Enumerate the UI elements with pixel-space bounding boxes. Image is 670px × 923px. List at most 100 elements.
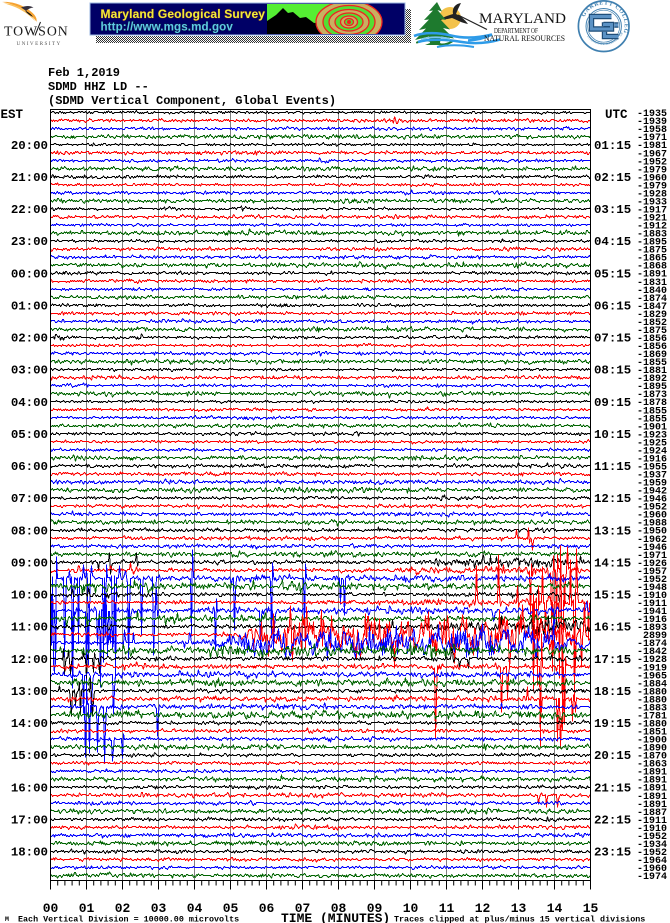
svg-text:14:15: 14:15	[594, 556, 631, 570]
svg-text:-1891: -1891	[637, 784, 667, 795]
svg-text:17:00: 17:00	[11, 813, 48, 827]
svg-text:21:00: 21:00	[11, 171, 48, 185]
svg-text:07:00: 07:00	[11, 492, 48, 506]
svg-text:15: 15	[583, 901, 599, 916]
svg-text:-1875: -1875	[637, 246, 667, 257]
svg-text:13: 13	[511, 901, 527, 916]
svg-text:11: 11	[439, 901, 455, 916]
svg-text:-1921: -1921	[637, 214, 667, 225]
svg-text:-1925: -1925	[637, 438, 667, 449]
svg-text:-1910: -1910	[637, 591, 667, 602]
svg-text:-1911: -1911	[637, 816, 667, 827]
svg-text:(SDMD Vertical Component, Glob: (SDMD Vertical Component, Global Events)	[48, 94, 336, 108]
svg-text:04:15: 04:15	[594, 235, 631, 249]
svg-text:-1958: -1958	[637, 125, 667, 136]
svg-text:-1981: -1981	[637, 141, 667, 152]
svg-text:14: 14	[547, 901, 563, 916]
svg-text:-1881: -1881	[637, 366, 667, 377]
svg-text:-1916: -1916	[637, 615, 667, 626]
svg-text:TIME (MINUTES): TIME (MINUTES)	[281, 911, 390, 923]
svg-text:2899: 2899	[643, 631, 667, 642]
svg-text:-1856: -1856	[637, 334, 667, 345]
svg-text:http://www.mgs.md.gov: http://www.mgs.md.gov	[101, 21, 234, 34]
svg-text:-1911: -1911	[637, 599, 667, 610]
svg-text:-1895: -1895	[637, 382, 667, 393]
svg-text:-1855: -1855	[637, 406, 667, 417]
svg-text:-1891: -1891	[637, 792, 667, 803]
svg-text:-1957: -1957	[637, 567, 667, 578]
svg-text:-1910: -1910	[637, 824, 667, 835]
svg-text:-1895: -1895	[637, 238, 667, 249]
svg-text:04: 04	[187, 901, 203, 916]
svg-text:-1939: -1939	[637, 117, 667, 128]
svg-text:01:15: 01:15	[594, 139, 631, 153]
svg-text:-1856: -1856	[637, 342, 667, 353]
svg-text:NATURAL RESOURCES: NATURAL RESOURCES	[484, 34, 565, 43]
svg-text:11:15: 11:15	[594, 460, 631, 474]
svg-text:23:15: 23:15	[594, 846, 631, 860]
svg-text:04:00: 04:00	[11, 396, 48, 410]
svg-text:-1941: -1941	[637, 607, 667, 618]
svg-text:20:00: 20:00	[11, 139, 48, 153]
svg-text:-1926: -1926	[637, 559, 667, 570]
svg-text:13:00: 13:00	[11, 685, 48, 699]
svg-text:-1831: -1831	[637, 278, 667, 289]
svg-text:11:00: 11:00	[11, 621, 48, 635]
svg-text:01:00: 01:00	[11, 299, 48, 313]
svg-text:12:15: 12:15	[594, 492, 631, 506]
svg-text:Traces clipped at plus/minus 1: Traces clipped at plus/minus 15 vertical…	[394, 915, 645, 923]
svg-text:-1923: -1923	[637, 430, 667, 441]
svg-text:-1971: -1971	[637, 133, 667, 144]
svg-text:-1960: -1960	[637, 173, 667, 184]
svg-text:-1979: -1979	[637, 181, 667, 192]
svg-text:02:00: 02:00	[11, 332, 48, 346]
svg-text:02: 02	[115, 901, 131, 916]
svg-text:-1946: -1946	[637, 543, 667, 554]
svg-text:-1852: -1852	[637, 318, 667, 329]
svg-text:12:00: 12:00	[11, 653, 48, 667]
svg-text:15:00: 15:00	[11, 749, 48, 763]
svg-text:-1870: -1870	[637, 752, 667, 763]
svg-text:-1942: -1942	[637, 487, 667, 498]
svg-text:-1952: -1952	[637, 575, 667, 586]
svg-text:-1912: -1912	[637, 222, 667, 233]
svg-text:SDMD HHZ LD --: SDMD HHZ LD --	[48, 80, 149, 94]
svg-text:-1869: -1869	[637, 350, 667, 361]
svg-text:-1878: -1878	[637, 398, 667, 409]
svg-text:-1847: -1847	[637, 302, 667, 313]
svg-text:-1883: -1883	[637, 230, 667, 241]
svg-text:15:15: 15:15	[594, 589, 631, 603]
svg-text:-1965: -1965	[637, 671, 667, 682]
svg-text:-1842: -1842	[637, 647, 667, 658]
svg-text:19:15: 19:15	[594, 717, 631, 731]
svg-text:01: 01	[79, 901, 95, 916]
svg-text:08: 08	[331, 901, 347, 916]
svg-text:03: 03	[151, 901, 167, 916]
svg-text:-1892: -1892	[637, 374, 667, 385]
svg-text:-1962: -1962	[637, 535, 667, 546]
svg-text:03:15: 03:15	[594, 203, 631, 217]
svg-text:02:15: 02:15	[594, 171, 631, 185]
svg-text:-1988: -1988	[637, 519, 667, 530]
svg-text:-1893: -1893	[637, 623, 667, 634]
svg-text:Feb 1,2019: Feb 1,2019	[48, 66, 120, 80]
svg-text:-1933: -1933	[637, 197, 667, 208]
svg-text:10:00: 10:00	[11, 589, 48, 603]
svg-text:-1952: -1952	[637, 832, 667, 843]
svg-text:UTC: UTC	[605, 108, 628, 122]
svg-text:MARYLAND: MARYLAND	[479, 10, 566, 27]
svg-text:-1875: -1875	[637, 326, 667, 337]
svg-text:00: 00	[43, 901, 59, 916]
svg-text:06:15: 06:15	[594, 299, 631, 313]
svg-text:-1964: -1964	[637, 856, 667, 867]
svg-text:07: 07	[295, 901, 311, 916]
svg-text:05:15: 05:15	[594, 267, 631, 281]
svg-text:08:00: 08:00	[11, 524, 48, 538]
svg-text:10: 10	[403, 901, 419, 916]
svg-text:-1928: -1928	[637, 655, 667, 666]
svg-text:21:15: 21:15	[594, 781, 631, 795]
svg-text:05:00: 05:00	[11, 428, 48, 442]
svg-text:-1919: -1919	[637, 663, 667, 674]
svg-text:-1948: -1948	[637, 583, 667, 594]
svg-text:-1874: -1874	[637, 639, 667, 650]
